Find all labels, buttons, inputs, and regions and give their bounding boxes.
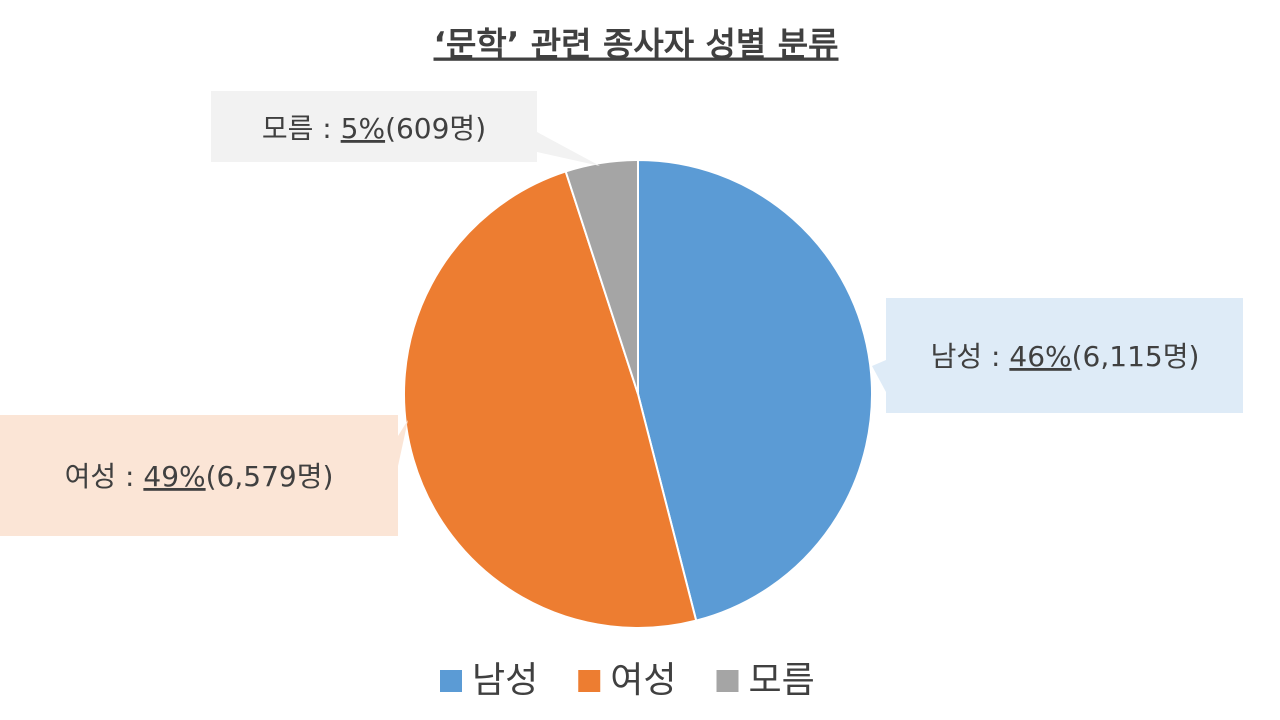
legend-label: 남성: [472, 660, 538, 701]
legend-swatch: [440, 670, 462, 692]
count-label: (609명): [385, 112, 486, 145]
legend-label: 모름: [749, 660, 815, 701]
pie-slice: [564, 158, 639, 395]
legend: 남성 여성 모름: [440, 660, 815, 701]
data-label: 모름 : 5%(609명): [262, 112, 486, 145]
count-label: (6,579명): [206, 460, 334, 493]
label-pointer: [537, 132, 600, 166]
label-category: 남성: [931, 340, 983, 373]
legend-label: 여성: [610, 660, 676, 701]
chart-title: ‘문학’ 관련 종사자 성별 분류: [434, 25, 839, 64]
label-category: 모름: [262, 112, 314, 145]
pie-slice: [637, 158, 873, 622]
label-pointer: [872, 360, 886, 392]
count-label: (6,115명): [1072, 340, 1200, 373]
label-box: [886, 298, 1243, 413]
legend-swatch: [716, 670, 739, 692]
value-label: 46%: [1009, 340, 1071, 373]
label-pointer: [398, 420, 408, 466]
value-label: 49%: [143, 460, 205, 493]
label-box: [0, 415, 398, 536]
data-label: 여성 : 49%(6,579명): [65, 460, 334, 493]
label-box: [211, 91, 537, 162]
label-category: 여성: [65, 460, 117, 493]
legend-swatch: [578, 670, 601, 692]
pie-slice: [403, 170, 698, 629]
data-label: 남성 : 46%(6,115명): [931, 340, 1200, 373]
label-separator: :: [982, 340, 1009, 373]
label-separator: :: [313, 112, 340, 145]
label-separator: :: [116, 460, 143, 493]
value-label: 5%: [341, 112, 385, 145]
